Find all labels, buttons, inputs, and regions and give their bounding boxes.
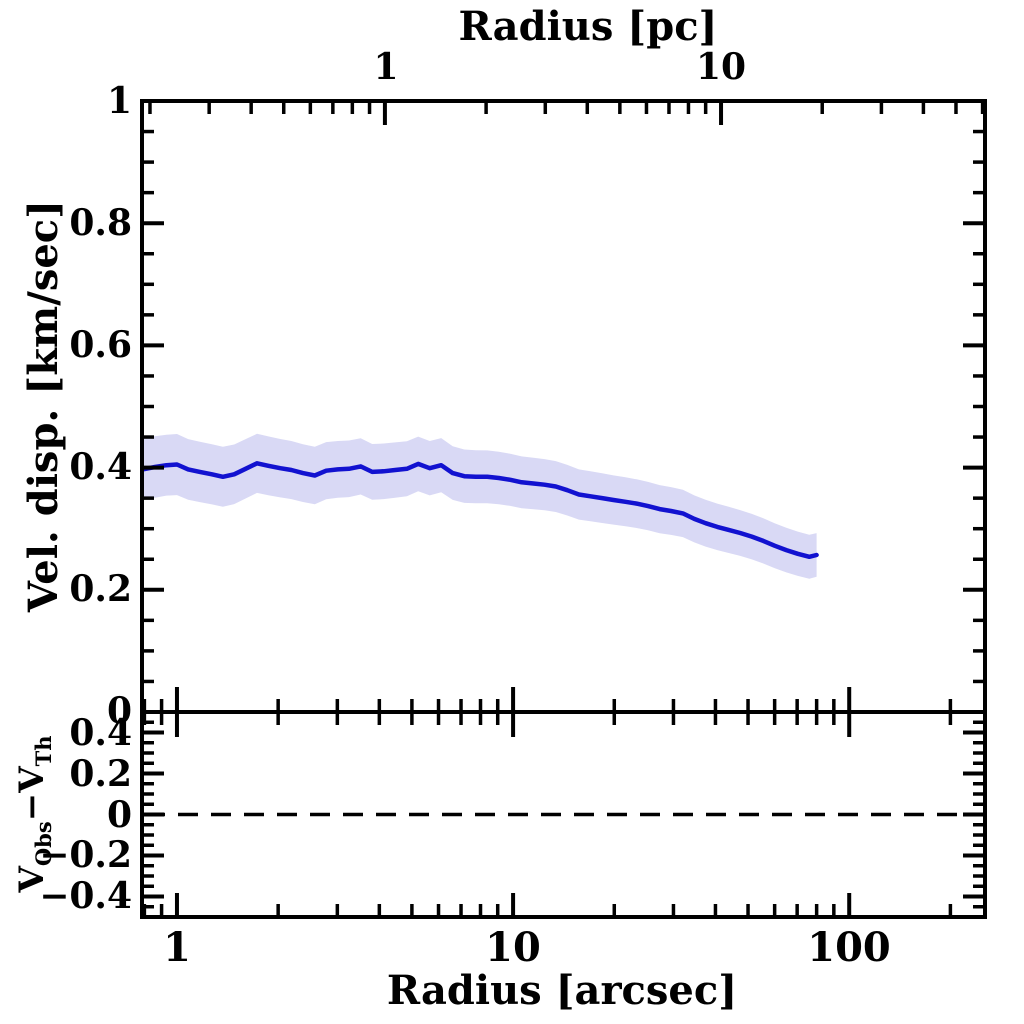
velocity-panel-frame [140,99,987,714]
ytick-label-0p2: 0.2 [69,568,132,610]
res-tick-label-0p4: 0.4 [69,712,132,754]
residual-axis-vth: V [12,766,52,793]
res-tick-label-0: 0 [106,794,132,836]
ytick-label-1: 1 [106,80,132,122]
residual-axis-vobs: V [12,866,52,893]
residual-axis-minus: − [12,792,52,822]
velocity-axis-title: Vel. disp. [km/sec] [20,199,67,613]
arcsec-tick-label-100: 100 [807,924,891,971]
ytick-label-0: 0 [106,690,132,732]
res-tick-label-m0p4: −0.4 [39,875,132,917]
arcsec-tick-label-1: 1 [163,924,191,971]
bottom-axis-title: Radius [arcsec] [386,967,738,1014]
dispersion-curve [140,461,819,560]
pc-tick-label-10: 10 [695,46,747,88]
residual-axis-title: VObs−VTh [12,736,56,893]
res-tick-label-0p2: 0.2 [69,753,132,795]
residual-axis-th-sub: Th [31,735,56,767]
residual-panel-frame [140,710,987,919]
ytick-label-0p6: 0.6 [69,324,132,366]
residual-axis-obs-sub: Obs [31,821,56,867]
top-axis-title: Radius [pc] [458,3,718,50]
uncertainty-band [142,433,817,579]
arcsec-tick-label-10: 10 [485,924,541,971]
pc-tick-label-1: 1 [373,46,399,88]
res-tick-label-m0p2: −0.2 [39,834,132,876]
ytick-label-0p8: 0.8 [69,202,132,244]
ytick-label-0p4: 0.4 [69,446,132,488]
